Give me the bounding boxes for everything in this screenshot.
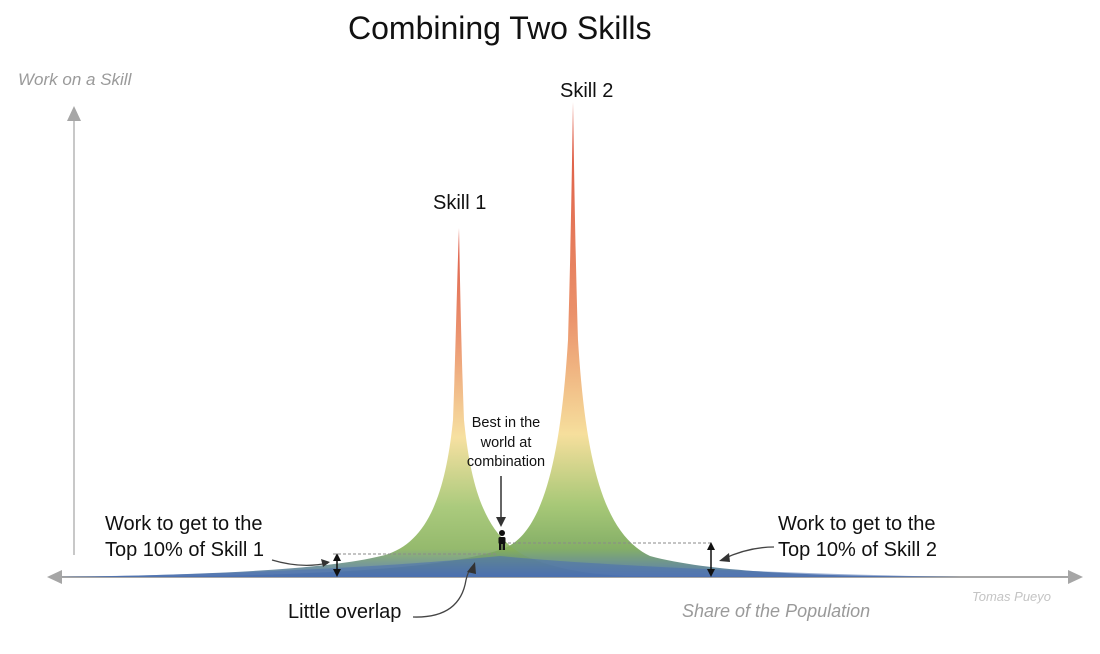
best-pointer-head <box>496 517 506 527</box>
y-axis-arrowhead <box>67 106 81 121</box>
skill-2-note-pointer-head <box>719 553 730 562</box>
little-overlap-label: Little overlap <box>288 601 402 623</box>
best-note-line-2: world at <box>480 434 532 451</box>
best-note-line-3: combination <box>466 454 546 470</box>
x-axis-left-arrowhead <box>47 570 62 584</box>
y-axis-label: Work on a Skill <box>18 70 132 89</box>
skill-1-note-pointer-head <box>321 559 330 567</box>
skill-1-top10-note-line-1: Work to get to the <box>105 513 263 535</box>
skill-2-curve <box>150 102 960 577</box>
skill-2-top10-arrow <box>707 542 715 577</box>
person-icon <box>498 530 506 550</box>
skill-2-top10-note-line-1: Work to get to the <box>778 513 936 535</box>
skill-1-top10-note-line-2: Top 10% of Skill 1 <box>105 539 264 561</box>
skill-1-top10-note: Work to get to the Top 10% of Skill 1 <box>105 511 264 563</box>
x-axis-right-arrowhead <box>1068 570 1083 584</box>
best-note-line-1: Best in the <box>471 415 541 431</box>
diagram-title: Combining Two Skills <box>348 10 652 46</box>
skill-1-note-pointer <box>271 559 329 567</box>
skill-2-top10-note-line-2: Top 10% of Skill 2 <box>778 539 937 561</box>
skill-2-top10-note: Work to get to the Top 10% of Skill 2 <box>778 511 937 563</box>
best-in-world-note: Best in the world at combination <box>466 414 546 473</box>
x-axis-label: Share of the Population <box>682 601 871 621</box>
population-base-band <box>60 556 960 577</box>
author-credit: Tomas Pueyo <box>972 589 1052 604</box>
skill-2-label: Skill 2 <box>560 80 614 102</box>
skill-2-note-pointer <box>722 546 775 560</box>
skill-1-top10-arrow <box>333 553 341 577</box>
overlap-pointer-head <box>467 562 476 574</box>
skill-1-label: Skill 1 <box>433 192 487 214</box>
